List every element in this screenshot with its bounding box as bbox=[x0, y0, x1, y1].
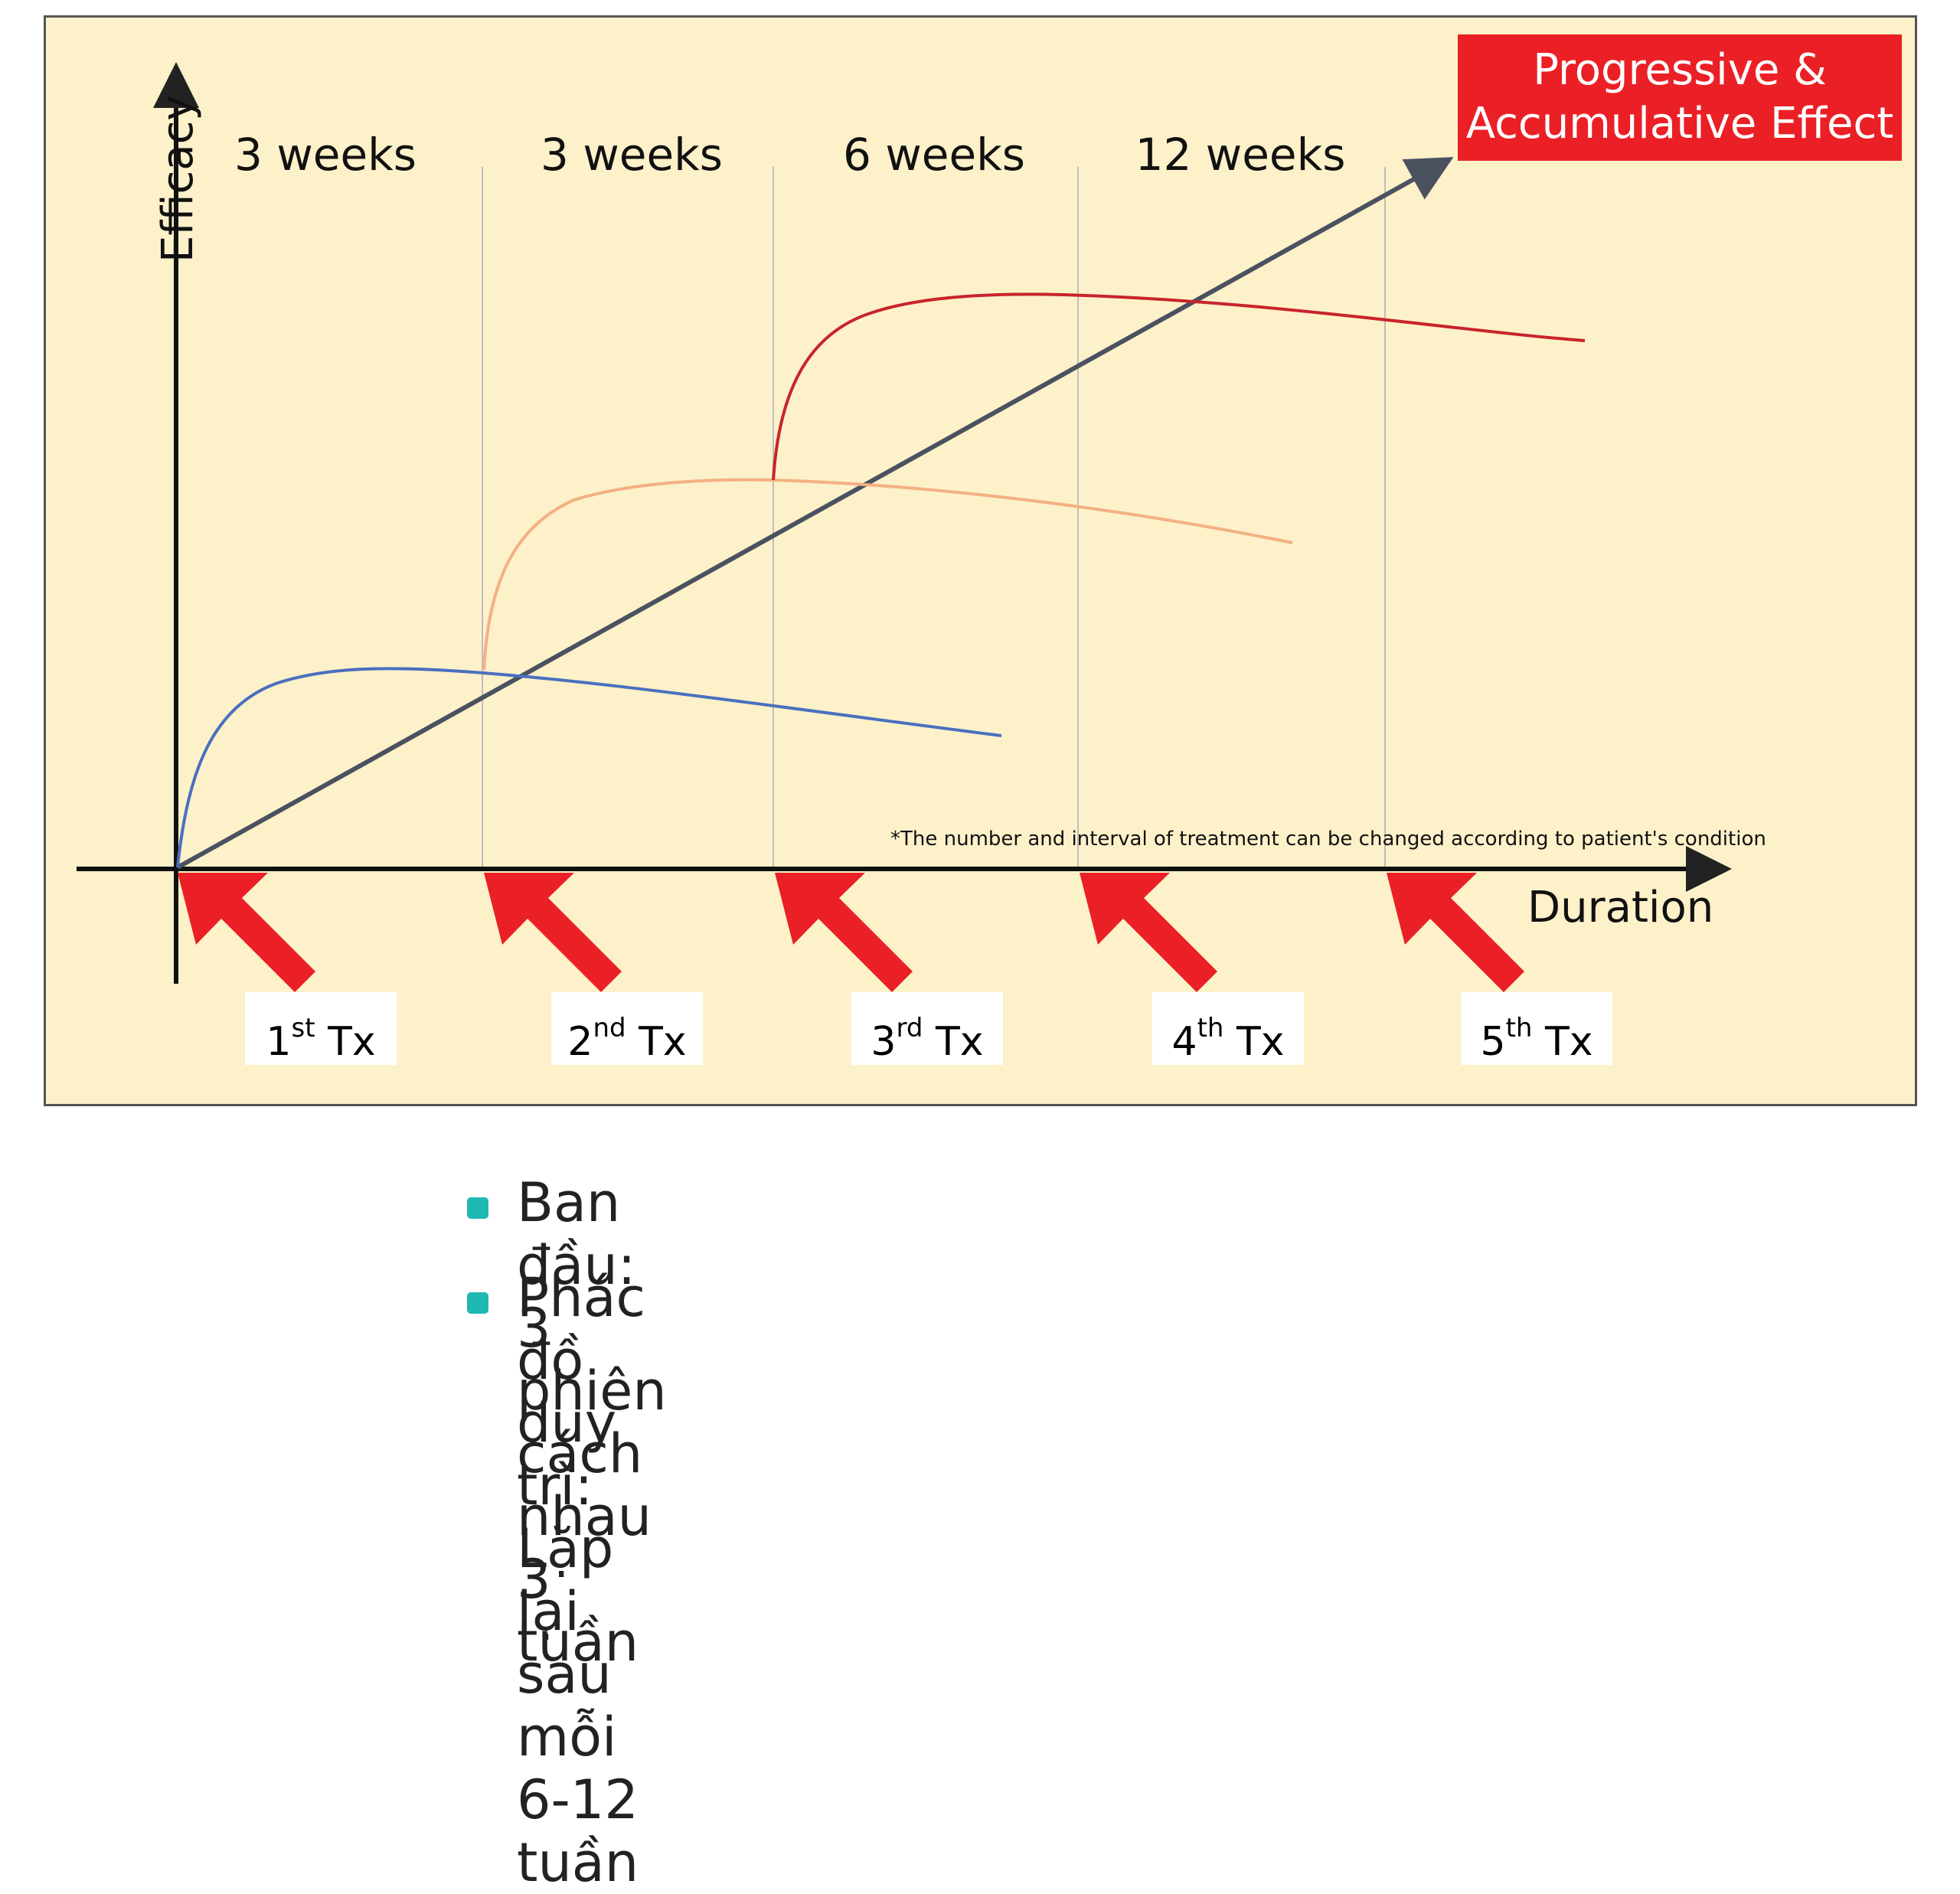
tx-unit: Tx bbox=[1236, 1019, 1285, 1065]
efficacy-diagram: 3 weeks 3 weeks 6 weeks 12 weeks Efficac… bbox=[44, 15, 1917, 1106]
period-label: 3 weeks bbox=[541, 129, 723, 181]
efficacy-curve-3 bbox=[772, 292, 1586, 481]
tx-unit: Tx bbox=[639, 1019, 687, 1065]
callout-line-1: Progressive & bbox=[1533, 45, 1827, 95]
tx-suffix: nd bbox=[593, 1013, 626, 1043]
period-label: 12 weeks bbox=[1135, 129, 1346, 181]
tx-suffix: th bbox=[1505, 1013, 1533, 1043]
tx-unit: Tx bbox=[328, 1019, 376, 1065]
period-label: 6 weeks bbox=[843, 129, 1025, 181]
callout-box: Progressive & Accumulative Effect bbox=[1458, 34, 1902, 161]
tx-suffix: rd bbox=[896, 1013, 923, 1043]
treatment-label-2: 2nd Tx bbox=[551, 992, 703, 1065]
y-axis-label: Efficacy bbox=[153, 95, 203, 263]
diagonal-red-arrow-icon bbox=[1080, 873, 1217, 992]
tx-number: 3 bbox=[871, 1019, 897, 1065]
x-axis-label: Duration bbox=[1527, 883, 1714, 932]
diagram-canvas bbox=[77, 62, 1732, 992]
efficacy-curve-2 bbox=[482, 478, 1293, 671]
square-bullet-icon bbox=[467, 1197, 488, 1219]
treatment-label-4: 4th Tx bbox=[1152, 992, 1304, 1065]
diagonal-red-arrow-icon bbox=[775, 873, 913, 992]
treatment-label-5: 5th Tx bbox=[1461, 992, 1612, 1065]
accumulative-effect-line bbox=[176, 157, 1454, 870]
diagonal-red-arrow-icon bbox=[1387, 873, 1524, 992]
treatment-arrows bbox=[178, 873, 1524, 992]
tx-unit: Tx bbox=[1544, 1019, 1593, 1065]
tx-unit: Tx bbox=[936, 1019, 984, 1065]
callout-line-2: Accumulative Effect bbox=[1465, 99, 1894, 149]
tx-number: 5 bbox=[1480, 1019, 1506, 1065]
tx-number: 1 bbox=[266, 1019, 292, 1065]
period-label: 3 weeks bbox=[234, 129, 416, 181]
tx-number: 4 bbox=[1171, 1019, 1197, 1065]
period-separators bbox=[482, 167, 1386, 867]
tx-suffix: st bbox=[291, 1013, 315, 1043]
bullet-text: Phác đồ duy trì: Lặp lại sau mỗi 6-12 tu… bbox=[517, 1266, 645, 1894]
treatment-label-1: 1st Tx bbox=[245, 992, 397, 1065]
diagonal-red-arrow-icon bbox=[178, 873, 315, 992]
tx-suffix: th bbox=[1197, 1013, 1224, 1043]
tx-number: 2 bbox=[567, 1019, 593, 1065]
square-bullet-icon bbox=[467, 1292, 488, 1314]
efficacy-curve-1 bbox=[176, 667, 1002, 868]
footnote: *The number and interval of treatment ca… bbox=[890, 828, 1766, 851]
treatment-label-3: 3rd Tx bbox=[851, 992, 1003, 1065]
diagonal-red-arrow-icon bbox=[484, 873, 622, 992]
